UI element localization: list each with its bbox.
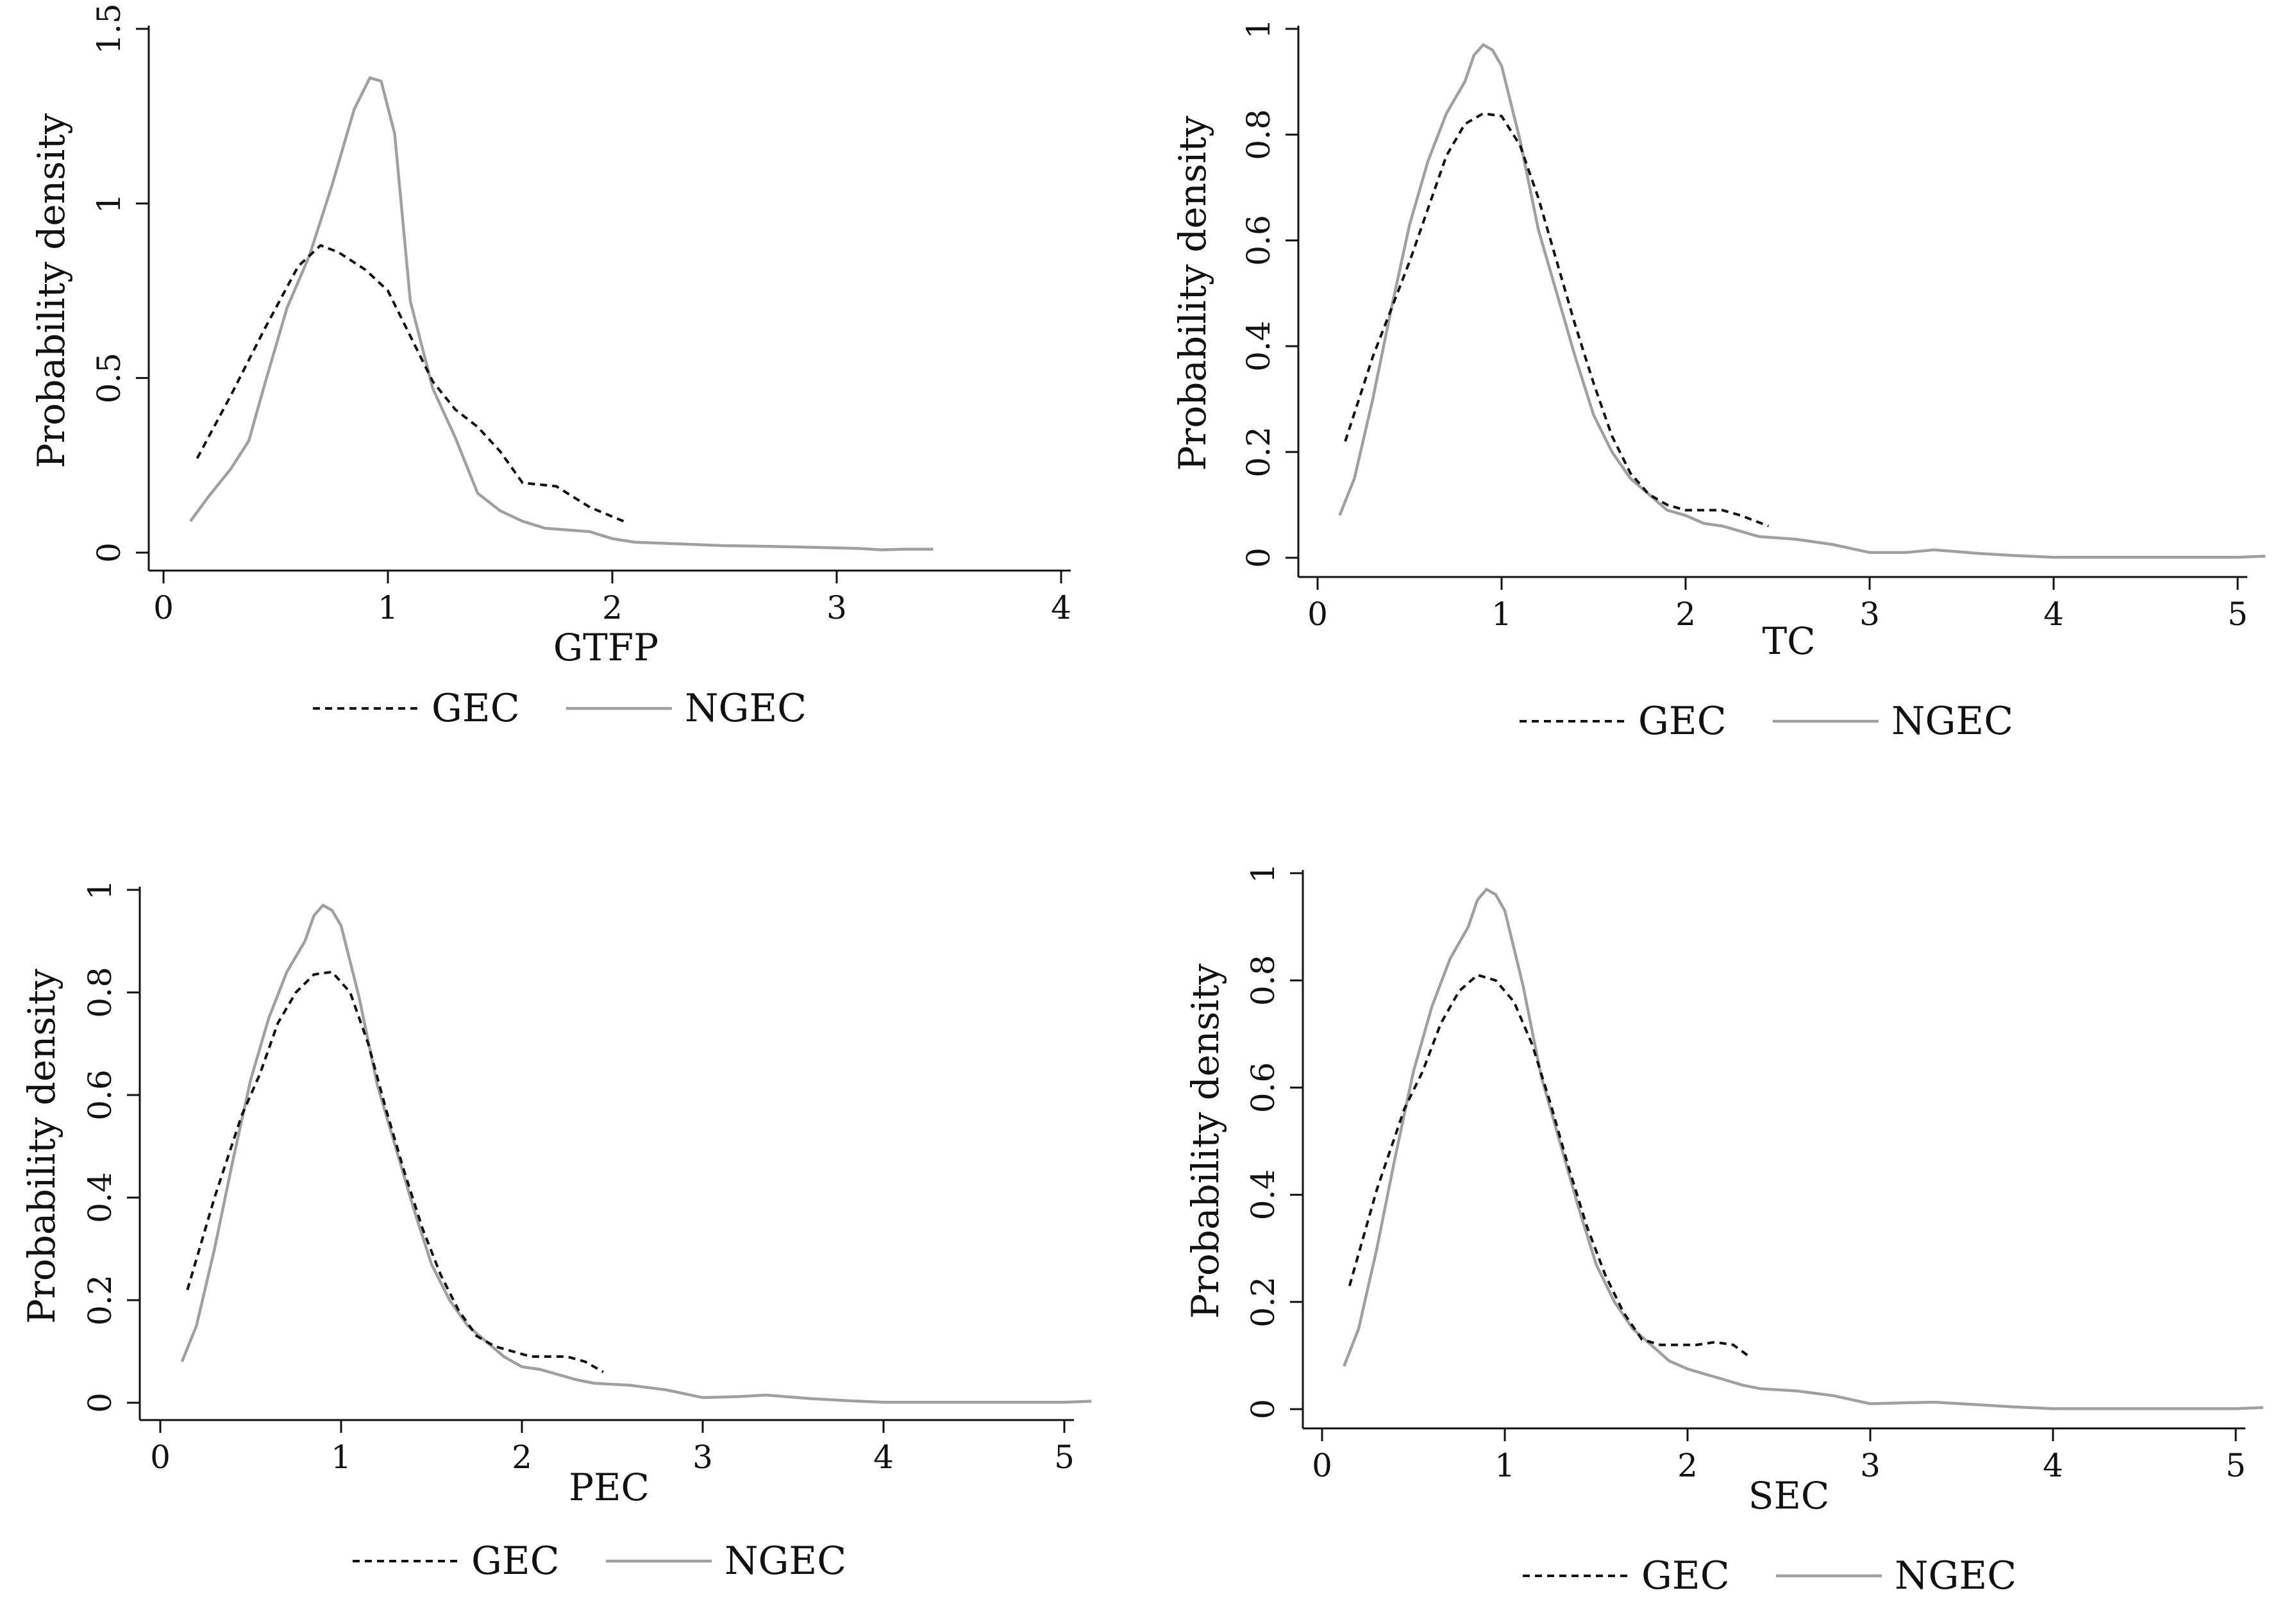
x-tick-label: 4 [873, 1439, 894, 1476]
x-axis-title: PEC [569, 1466, 649, 1509]
legend-label-gec: GEC [471, 1539, 560, 1584]
y-axis-title: Probability density [29, 113, 73, 468]
legend-label-ngec: NGEC [1895, 1553, 2016, 1598]
y-tick-label: 0.8 [1244, 955, 1282, 1006]
y-axis-title: Probability density [1171, 115, 1214, 471]
series-line-ngec [189, 76, 934, 551]
series-line-ngec [180, 903, 1092, 1404]
y-tick-label: 0.6 [1244, 1062, 1282, 1114]
x-tick-label: 3 [826, 589, 847, 626]
y-tick-label: 0.8 [1240, 109, 1277, 160]
panel-sec: 0 1 2 3 4 5 0 0.2 0.4 0.6 0.8 1 SEC Probability densi… [1184, 863, 2263, 1598]
legend: GEC NGEC [1520, 699, 2013, 744]
y-tick-label: 0.4 [1244, 1169, 1282, 1221]
x-axis-title: GTFP [553, 626, 658, 669]
series-line-gec [1348, 973, 1749, 1357]
x-tick-label: 1 [331, 1439, 351, 1476]
legend: GEC NGEC [353, 1539, 846, 1584]
x-tick-label: 0 [153, 589, 174, 626]
y-tick-label: 1 [81, 880, 119, 900]
x-tick-label: 5 [2225, 1447, 2246, 1484]
y-tick-label: 0.4 [1240, 321, 1277, 372]
x-axis-title: TC [1762, 619, 1815, 663]
x-tick-label: 0 [150, 1439, 171, 1476]
x-tick-label: 5 [1054, 1439, 1075, 1476]
y-tick-label: 0 [90, 542, 128, 563]
x-tick-label: 2 [1677, 1447, 1698, 1484]
y-tick-label: 1 [1244, 863, 1282, 883]
legend: GEC NGEC [313, 686, 807, 731]
x-tick-label: 4 [2043, 1447, 2063, 1484]
y-tick-label: 0.4 [81, 1172, 119, 1223]
x-tick-label: 4 [2043, 596, 2064, 633]
x-tick-label: 1 [1495, 1447, 1515, 1484]
y-tick-label: 0.5 [90, 353, 128, 404]
legend-label-gec: GEC [1641, 1553, 1730, 1598]
x-tick-label: 0 [1307, 596, 1328, 633]
x-tick-label: 2 [1675, 596, 1696, 633]
series-line-ngec [1338, 42, 2266, 559]
y-tick-label: 0.8 [81, 967, 119, 1018]
x-tick-label: 2 [512, 1439, 532, 1476]
legend-label-gec: GEC [1638, 699, 1727, 744]
legend: GEC NGEC [1523, 1553, 2016, 1598]
y-tick-label: 0.6 [1240, 215, 1277, 266]
x-axis-title: SEC [1748, 1474, 1829, 1517]
y-axis-title: Probability density [20, 969, 63, 1324]
x-tick-label: 3 [1859, 596, 1880, 633]
panel-gtfp: 0 1 2 3 4 0 0.5 1 1.5 GTFP Probability density GEC N… [29, 3, 1071, 731]
x-tick-label: 3 [692, 1439, 713, 1476]
panel-pec: 0 1 2 3 4 5 0 0.2 0.4 0.6 0.8 1 PEC Probability densi… [20, 880, 1092, 1584]
legend-label-ngec: NGEC [685, 686, 807, 731]
legend-label-ngec: NGEC [725, 1539, 846, 1584]
x-tick-label: 1 [378, 589, 398, 626]
x-tick-label: 1 [1491, 596, 1512, 633]
y-tick-label: 0 [1244, 1399, 1282, 1419]
panel-tc: 0 1 2 3 4 5 0 0.2 0.4 0.6 0.8 1 TC Probability densit… [1171, 19, 2266, 744]
x-tick-label: 3 [1860, 1447, 1881, 1484]
legend-label-gec: GEC [432, 686, 520, 731]
y-tick-label: 0.2 [81, 1275, 119, 1326]
series-line-gec [186, 970, 604, 1373]
x-tick-label: 2 [602, 589, 623, 626]
y-tick-label: 0 [1240, 548, 1277, 568]
series-line-gec [196, 244, 624, 523]
y-tick-label: 1 [90, 193, 128, 213]
y-tick-label: 0 [81, 1392, 119, 1413]
y-tick-label: 1.5 [90, 3, 128, 54]
y-tick-label: 0.2 [1240, 426, 1277, 478]
x-tick-label: 5 [2227, 596, 2248, 633]
legend-label-ngec: NGEC [1891, 699, 2013, 744]
y-tick-label: 1 [1240, 19, 1277, 39]
x-tick-label: 4 [1051, 589, 1071, 626]
y-axis-title: Probability density [1184, 964, 1227, 1319]
series-line-gec [1344, 112, 1769, 528]
y-tick-label: 0.2 [1244, 1276, 1282, 1328]
series-line-ngec [1343, 887, 2263, 1410]
y-tick-label: 0.6 [81, 1069, 119, 1121]
x-tick-label: 0 [1312, 1447, 1332, 1484]
